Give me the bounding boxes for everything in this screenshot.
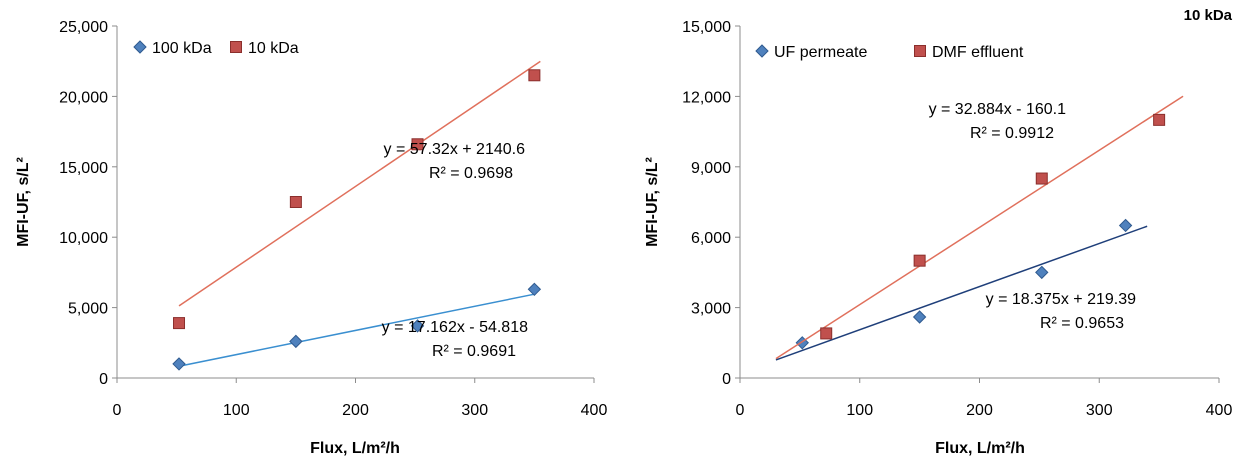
chart1-xtick-label: 0 <box>113 402 122 419</box>
chart2-ytick-label: 12,000 <box>682 89 731 106</box>
chart1-series1-point <box>410 319 425 333</box>
chart1-ytick-label: 0 <box>99 371 108 388</box>
chart2-legend-marker-1 <box>755 44 769 58</box>
chart2-r2-2: R² = 0.9912 <box>970 125 1054 142</box>
chart1-trendline-2 <box>178 60 541 307</box>
chart1-x-axis-title: Flux, L/m²/h <box>310 440 400 457</box>
chart2-legend-marker-2 <box>914 45 926 57</box>
chart2-series2-point <box>1035 172 1048 185</box>
chart1-xtick-label: 300 <box>461 402 488 419</box>
chart1-legend-label-1: 100 kDa <box>152 40 212 57</box>
chart2-r2-1: R² = 0.9653 <box>1040 315 1124 332</box>
chart1-series1-point <box>527 282 542 297</box>
chart2-equation-1: y = 18.375x + 219.39 <box>986 291 1136 308</box>
chart2-xtick-label: 300 <box>1086 402 1113 419</box>
chart2-ytick-label: 6,000 <box>691 230 731 247</box>
chart2-trendline-1 <box>775 225 1148 361</box>
chart1-series2-point <box>289 196 302 208</box>
chart1-equation-1: y = 17.162x - 54.818 <box>382 319 528 336</box>
chart2-xtick-label: 400 <box>1206 402 1233 419</box>
chart1-ytick-label: 25,000 <box>59 19 108 36</box>
chart1-series2-point <box>528 69 541 82</box>
chart2-xtick-label: 100 <box>846 402 873 419</box>
chart1-series1-point <box>172 357 186 371</box>
chart2-ytick-label: 9,000 <box>691 160 731 177</box>
chart2-ytick-label: 0 <box>722 371 731 388</box>
chart2-legend-label-1: UF permeate <box>774 44 867 61</box>
chart2-xtick-label: 0 <box>736 402 745 419</box>
chart2-title: 10 kDa <box>1184 7 1233 24</box>
chart2-series2-point <box>820 327 833 340</box>
chart1-xtick-label: 200 <box>342 402 369 419</box>
chart1-ytick-label: 10,000 <box>59 230 108 247</box>
chart2-equation-2: y = 32.884x - 160.1 <box>929 101 1067 118</box>
chart2-trendline-2 <box>775 95 1184 360</box>
chart1-series1-point <box>289 334 303 349</box>
chart1-xtick-label: 100 <box>223 402 250 419</box>
chart1-trendline-1 <box>178 293 535 367</box>
chart1-series2-point <box>173 317 186 330</box>
chart1-legend-marker-2 <box>230 41 242 53</box>
chart1-ytick-label: 20,000 <box>59 89 108 106</box>
chart1-r2-1: R² = 0.9691 <box>432 343 516 360</box>
chart2-series1-point <box>912 310 927 324</box>
chart1-legend-label-2: 10 kDa <box>248 40 299 57</box>
chart2-y-axis-title: MFI-UF, s/L² <box>644 157 661 247</box>
chart2-ytick-label: 15,000 <box>682 19 731 36</box>
chart2-legend-label-2: DMF effluent <box>932 44 1024 61</box>
chart2-series1-point <box>1118 218 1133 233</box>
chart2-ytick-label: 3,000 <box>691 301 731 318</box>
chart2-series2-point <box>1153 113 1166 126</box>
chart1-xtick-label: 400 <box>581 402 608 419</box>
chart2-xtick-label: 200 <box>966 402 993 419</box>
chart2-series1-point <box>1035 265 1049 280</box>
chart1-ytick-label: 15,000 <box>59 160 108 177</box>
chart1-equation-2: y = 57.32x + 2140.6 <box>384 141 526 158</box>
chart1-r2-2: R² = 0.9698 <box>429 165 513 182</box>
chart1-series2-point <box>411 138 424 151</box>
chart1-legend-marker-1 <box>133 40 147 54</box>
chart1-y-axis-title: MFI-UF, s/L² <box>15 157 32 247</box>
chart2-x-axis-title: Flux, L/m²/h <box>935 440 1025 457</box>
chart2-series2-point <box>913 254 926 267</box>
chart1-ytick-label: 5,000 <box>68 301 108 318</box>
